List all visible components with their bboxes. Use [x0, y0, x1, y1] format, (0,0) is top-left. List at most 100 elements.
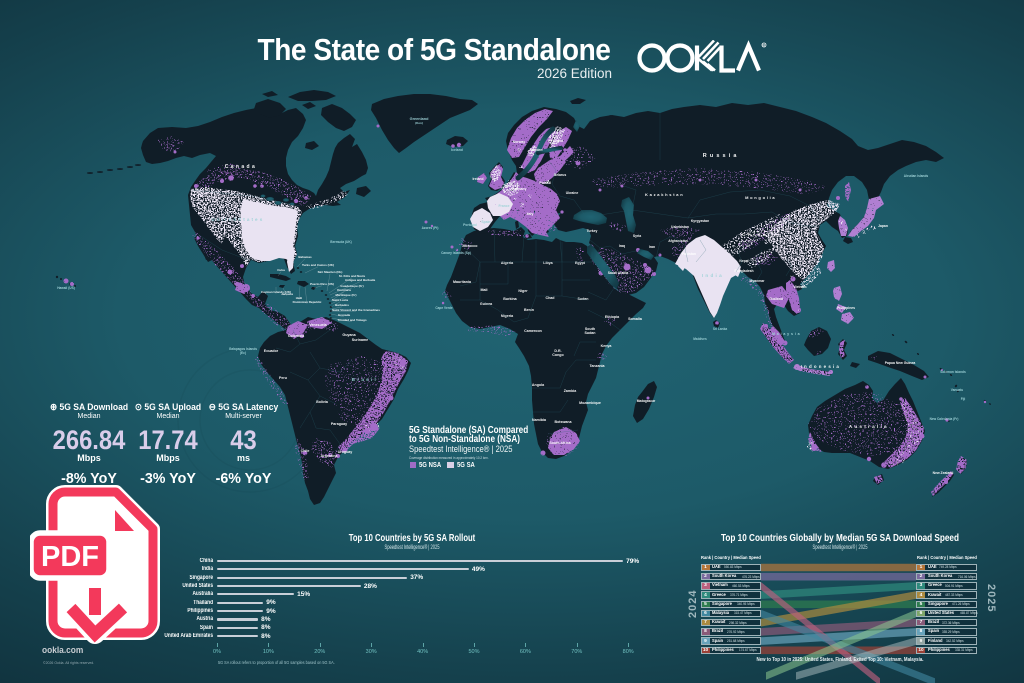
svg-text:Angola: Angola: [532, 383, 545, 387]
svg-text:Niger: Niger: [518, 289, 528, 293]
svg-text:Chad: Chad: [546, 296, 555, 300]
svg-text:Chile: Chile: [301, 449, 310, 453]
svg-text:Norway: Norway: [513, 140, 525, 144]
svg-text:Philippines: Philippines: [837, 306, 855, 310]
svg-text:Poland: Poland: [539, 181, 550, 185]
svg-text:Iran: Iran: [649, 245, 655, 249]
svg-text:Burkina: Burkina: [503, 297, 517, 301]
svg-text:Pakistan: Pakistan: [682, 252, 696, 256]
svg-text:Syria: Syria: [633, 234, 641, 238]
svg-text:Kyrgyzstan: Kyrgyzstan: [691, 219, 709, 223]
svg-text:M a l a y s i a: M a l a y s i a: [772, 332, 801, 336]
svg-text:M o n g o l i a: M o n g o l i a: [745, 195, 775, 200]
svg-text:(Ec): (Ec): [240, 351, 246, 355]
svg-text:Uzbekistan: Uzbekistan: [671, 225, 689, 229]
svg-text:Greenland: Greenland: [410, 117, 429, 121]
svg-text:Madagascar: Madagascar: [637, 399, 656, 403]
svg-text:R u s s i a: R u s s i a: [703, 153, 738, 159]
svg-text:Bangladesh: Bangladesh: [734, 269, 753, 273]
svg-text:Bahamas: Bahamas: [298, 255, 312, 259]
svg-text:Ethiopia: Ethiopia: [605, 315, 620, 319]
svg-text:Sri Lanka: Sri Lanka: [713, 327, 728, 331]
svg-text:Venezuela: Venezuela: [309, 323, 327, 327]
svg-text:Antigua and Barbuda: Antigua and Barbuda: [345, 278, 376, 282]
svg-text:K a z a k h s t a n: K a z a k h s t a n: [645, 192, 683, 197]
svg-text:Grenada: Grenada: [338, 313, 351, 317]
svg-text:R: R: [763, 43, 766, 48]
svg-text:Uruguay: Uruguay: [338, 450, 353, 454]
svg-text:Dominican Republic: Dominican Republic: [293, 300, 322, 304]
svg-text:C h i n a: C h i n a: [742, 232, 766, 238]
svg-text:Sudan: Sudan: [585, 331, 596, 335]
svg-text:France: France: [498, 204, 509, 208]
svg-text:Portugal: Portugal: [463, 223, 477, 227]
svg-text:Morocco: Morocco: [463, 244, 479, 248]
svg-text:Mauritania: Mauritania: [453, 280, 472, 284]
svg-text:Cape Verde: Cape Verde: [435, 306, 453, 310]
svg-text:Turkey: Turkey: [587, 229, 598, 233]
svg-text:New Zealand: New Zealand: [933, 471, 954, 475]
svg-text:Tanzania: Tanzania: [589, 364, 605, 368]
svg-text:Solomon Islands: Solomon Islands: [940, 370, 966, 374]
svg-text:Ireland: Ireland: [472, 177, 483, 181]
svg-text:Myanmar: Myanmar: [750, 279, 766, 283]
svg-text:Trinidad and Tobago: Trinidad and Tobago: [337, 318, 366, 322]
svg-text:Zambia: Zambia: [564, 389, 578, 393]
svg-text:Germany: Germany: [512, 187, 527, 191]
svg-text:Galapagos Islands: Galapagos Islands: [229, 347, 257, 351]
svg-text:Iceland: Iceland: [451, 148, 463, 152]
svg-text:Ukraine: Ukraine: [566, 191, 579, 195]
svg-text:D.R.: D.R.: [554, 349, 561, 353]
svg-text:Saudi Arabia: Saudi Arabia: [608, 271, 629, 275]
svg-text:Somalia: Somalia: [628, 317, 643, 321]
svg-text:B r a s i l: B r a s i l: [352, 377, 377, 382]
svg-text:Sint Maarten (NL): Sint Maarten (NL): [318, 270, 343, 274]
svg-text:Kenya: Kenya: [601, 344, 613, 348]
svg-text:South Africa: South Africa: [549, 441, 571, 445]
svg-text:St. Kitts and Nevis: St. Kitts and Nevis: [339, 274, 366, 278]
svg-text:Azores (Pt): Azores (Pt): [422, 226, 439, 230]
svg-text:Guinea: Guinea: [480, 302, 493, 306]
svg-text:Peru: Peru: [279, 376, 287, 380]
svg-text:Papua New Guinea: Papua New Guinea: [885, 361, 916, 365]
svg-text:Finland: Finland: [551, 139, 563, 143]
svg-text:Ecuador: Ecuador: [264, 349, 279, 353]
svg-text:Sudan: Sudan: [578, 297, 589, 301]
svg-text:South: South: [585, 327, 595, 331]
svg-text:Aleutian Islands: Aleutian Islands: [904, 174, 929, 178]
svg-text:Italy: Italy: [527, 212, 534, 216]
svg-text:Barbados: Barbados: [335, 303, 349, 307]
svg-text:Japan: Japan: [878, 224, 888, 228]
svg-text:(Den): (Den): [415, 121, 423, 125]
svg-text:Spain: Spain: [481, 220, 490, 224]
svg-text:U n i t e d S t a t e s: U n i t e d S t a t e s: [211, 217, 262, 222]
svg-text:Turks and Caicos (UK): Turks and Caicos (UK): [302, 263, 334, 267]
svg-text:Vietnam: Vietnam: [793, 285, 806, 289]
svg-text:Saint Vincent and the Grenadin: Saint Vincent and the Grenadines: [332, 308, 380, 312]
svg-text:Algeria: Algeria: [501, 261, 514, 265]
svg-text:Fiji: Fiji: [961, 397, 966, 401]
svg-text:Dominica: Dominica: [337, 288, 351, 292]
svg-text:Saint Lucia: Saint Lucia: [332, 298, 348, 302]
svg-text:Argentina: Argentina: [321, 454, 339, 458]
svg-text:Cuba: Cuba: [277, 268, 285, 272]
svg-text:I n d o n e s i a: I n d o n e s i a: [801, 364, 840, 369]
svg-text:Benin: Benin: [524, 308, 534, 312]
svg-text:Mozambique: Mozambique: [579, 401, 601, 405]
svg-text:PDF: PDF: [41, 541, 99, 573]
svg-text:Hawaii (US): Hawaii (US): [57, 286, 75, 290]
svg-text:Canary Islands (Sp): Canary Islands (Sp): [441, 251, 471, 255]
svg-text:Martinique (Fr): Martinique (Fr): [336, 293, 357, 297]
svg-text:C a n a d a: C a n a d a: [225, 164, 256, 170]
svg-text:A u s t r a l i a: A u s t r a l i a: [849, 424, 887, 429]
svg-text:Guadeloupe (Fr): Guadeloupe (Fr): [340, 284, 363, 288]
svg-text:Vanuatu: Vanuatu: [951, 388, 963, 392]
svg-text:Colombia: Colombia: [288, 334, 305, 338]
svg-text:Botswana: Botswana: [555, 420, 573, 424]
svg-text:Afghanistan: Afghanistan: [668, 239, 688, 243]
svg-text:Thailand: Thailand: [769, 297, 783, 301]
svg-text:Congo: Congo: [552, 353, 564, 357]
svg-text:Iraq: Iraq: [619, 244, 625, 248]
svg-text:Mali: Mali: [481, 288, 488, 292]
svg-text:Nepal: Nepal: [739, 259, 748, 263]
